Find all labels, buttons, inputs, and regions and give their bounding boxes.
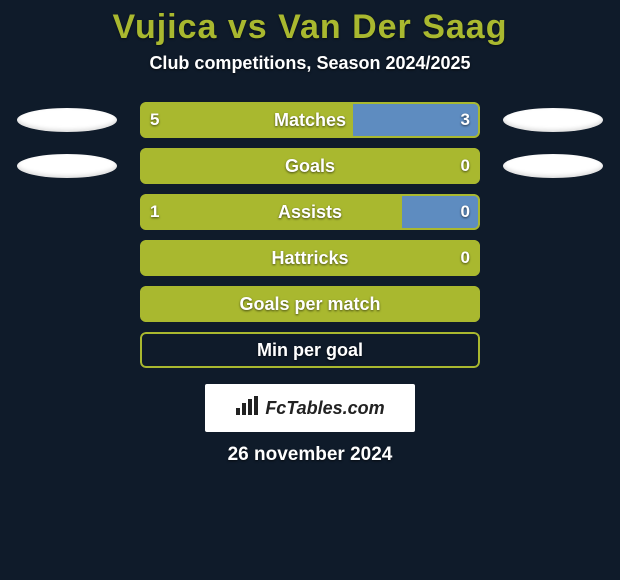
stat-label: Matches: [140, 102, 480, 138]
date-label: 26 november 2024: [228, 444, 393, 466]
left-player-marker: [12, 332, 122, 368]
page-title: Vujica vs Van Der Saag: [113, 8, 508, 47]
bar-chart-icon: [235, 396, 259, 421]
stat-row: Min per goal: [0, 332, 620, 368]
stat-value-right: 3: [451, 102, 480, 138]
stat-row: Matches5 3: [0, 102, 620, 138]
right-player-marker: [498, 240, 608, 276]
right-player-marker: [498, 102, 608, 138]
stat-bar: Hattricks0: [140, 240, 480, 276]
stat-label: Goals per match: [140, 286, 480, 322]
player-ellipse-icon: [17, 154, 117, 178]
stat-row: Goals per match: [0, 286, 620, 322]
stat-row: Hattricks0: [0, 240, 620, 276]
subtitle: Club competitions, Season 2024/2025: [149, 53, 470, 74]
left-player-marker: [12, 286, 122, 322]
player-ellipse-icon: [17, 108, 117, 132]
stat-bar: Goals0: [140, 148, 480, 184]
left-player-marker: [12, 240, 122, 276]
stat-row: Assists1 0: [0, 194, 620, 230]
stat-bar: Assists1 0: [140, 194, 480, 230]
left-player-marker: [12, 148, 122, 184]
right-player-marker: [498, 194, 608, 230]
stat-rows: Matches53Goals0Assists10Hattricks0Goals …: [0, 102, 620, 368]
right-player-marker: [498, 286, 608, 322]
stat-label: Min per goal: [140, 332, 480, 368]
attribution-badge: FcTables.com: [205, 384, 415, 432]
stat-label: Goals: [140, 148, 480, 184]
stat-row: Goals0: [0, 148, 620, 184]
stat-value-right: 0: [451, 194, 480, 230]
player-ellipse-icon: [503, 108, 603, 132]
player-ellipse-icon: [503, 154, 603, 178]
right-player-marker: [498, 332, 608, 368]
stat-label: Hattricks: [140, 240, 480, 276]
stat-value-right: 0: [451, 148, 480, 184]
stat-value-left: 1: [140, 194, 169, 230]
left-player-marker: [12, 102, 122, 138]
attribution-text: FcTables.com: [265, 398, 384, 419]
stat-label: Assists: [140, 194, 480, 230]
stat-bar: Matches5 3: [140, 102, 480, 138]
stat-value-right: 0: [451, 240, 480, 276]
left-player-marker: [12, 194, 122, 230]
comparison-panel: Vujica vs Van Der Saag Club competitions…: [0, 0, 620, 466]
stat-bar: Goals per match: [140, 286, 480, 322]
stat-value-left: 5: [140, 102, 169, 138]
right-player-marker: [498, 148, 608, 184]
stat-bar: Min per goal: [140, 332, 480, 368]
